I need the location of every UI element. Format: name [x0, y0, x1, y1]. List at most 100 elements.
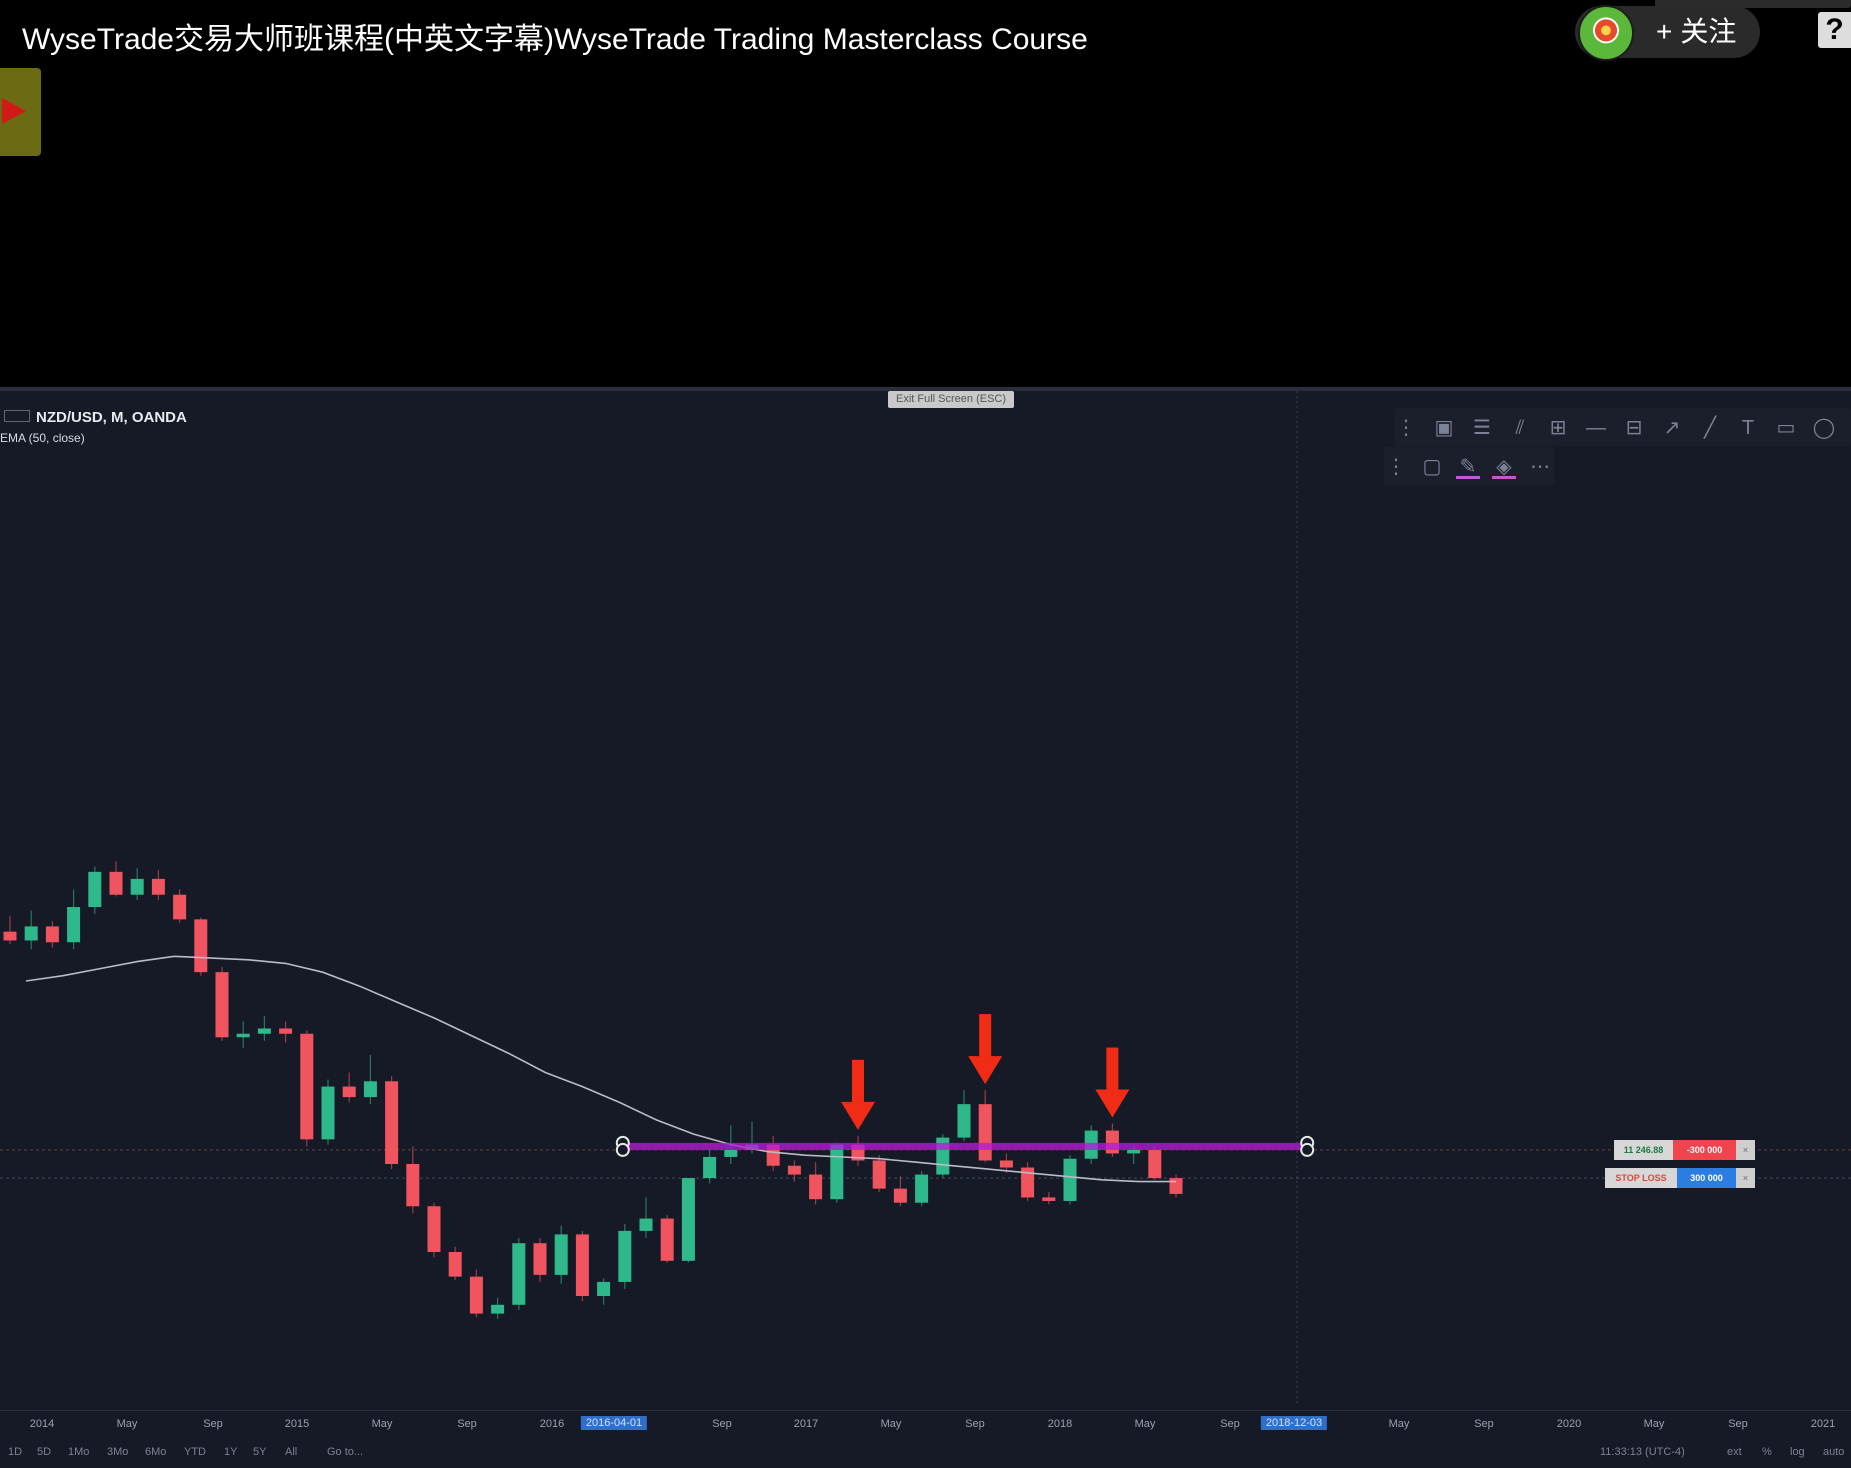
candle-body[interactable] [194, 919, 208, 973]
time-axis[interactable]: 2014 May Sep 2015 May Sep 2016 2016-04-01 Sep 201… [0, 1410, 1851, 1438]
candle-body[interactable] [109, 871, 123, 895]
candle-body[interactable] [766, 1144, 780, 1166]
play-tab[interactable] [0, 68, 41, 156]
candle-body[interactable] [618, 1230, 632, 1282]
candle-body[interactable] [257, 1028, 271, 1034]
stop-qty-tag[interactable]: 300 000 [1677, 1168, 1736, 1189]
range-button[interactable]: 1Y [224, 1446, 238, 1458]
stop-close-icon[interactable]: × [1736, 1168, 1755, 1189]
candle-body[interactable] [787, 1165, 801, 1175]
candle-body[interactable] [1042, 1197, 1056, 1201]
ellipse-icon[interactable]: ◯ [1812, 417, 1836, 439]
candle-body[interactable] [448, 1252, 462, 1277]
callout-icon[interactable]: ▭ [1776, 417, 1796, 439]
candle-body[interactable] [151, 878, 165, 895]
zone-resize-handle[interactable] [615, 1142, 630, 1157]
zone-resize-handle[interactable] [1300, 1142, 1315, 1157]
parallel-lines-icon[interactable]: ☰ [1473, 417, 1491, 439]
chart-frame[interactable]: NZD/USD, M, OANDA EMA (50, close) Exit F… [0, 387, 1851, 1468]
border-style-icon[interactable]: ▢ [1422, 456, 1442, 478]
range-button[interactable]: 5D [37, 1446, 52, 1458]
candle-body[interactable] [342, 1086, 356, 1098]
candle-body[interactable] [893, 1188, 907, 1203]
candle-body[interactable] [1063, 1158, 1077, 1201]
log-scale-toggle[interactable]: log [1790, 1446, 1805, 1458]
exit-fullscreen-button[interactable]: Exit Full Screen (ESC) [888, 391, 1014, 408]
candle-body[interactable] [809, 1174, 823, 1200]
fib-fan-icon[interactable]: ⫽ [1515, 417, 1525, 439]
candlestick-chart[interactable] [0, 391, 1851, 1468]
candle-body[interactable] [173, 894, 187, 920]
stop-loss-tag[interactable]: STOP LOSS [1605, 1168, 1677, 1189]
fill-color-icon[interactable]: ◈ [1492, 455, 1516, 479]
candle-body[interactable] [830, 1144, 844, 1200]
candle-body[interactable] [999, 1160, 1013, 1168]
candle-body[interactable] [575, 1234, 589, 1296]
candle-body[interactable] [1021, 1167, 1035, 1198]
symbol-label[interactable]: NZD/USD, M, OANDA [36, 409, 187, 426]
range-button[interactable]: 5Y [253, 1446, 267, 1458]
text-icon[interactable]: T [1741, 417, 1755, 439]
candle-body[interactable] [363, 1081, 377, 1098]
horizontal-line-icon[interactable]: — [1586, 417, 1606, 439]
panel-toggle-icon[interactable] [4, 410, 30, 422]
candle-body[interactable] [681, 1178, 695, 1261]
pencil-color-icon[interactable]: ✎ [1456, 455, 1480, 479]
goto-date-button[interactable]: Go to... [327, 1446, 364, 1458]
candle-body[interactable] [639, 1218, 653, 1231]
candle-body[interactable] [1148, 1149, 1162, 1179]
candle-body[interactable] [130, 878, 144, 895]
ray-icon[interactable]: ↗ [1663, 417, 1681, 439]
candle-body[interactable] [915, 1174, 929, 1203]
range-button[interactable]: 6Mo [145, 1446, 167, 1458]
auto-scale-toggle[interactable]: auto [1823, 1446, 1845, 1458]
candle-body[interactable] [660, 1218, 674, 1261]
resistance-zone[interactable] [622, 1142, 1308, 1150]
candle-body[interactable] [554, 1234, 568, 1275]
indicator-label[interactable]: EMA (50, close) [0, 431, 85, 445]
follow-button[interactable]: + 关注 [1656, 12, 1736, 52]
top-scrollbar[interactable] [1655, 0, 1851, 8]
candle-body[interactable] [427, 1206, 441, 1252]
candle-body[interactable] [1127, 1149, 1141, 1154]
candle-body[interactable] [3, 931, 17, 941]
range-button[interactable]: 1D [8, 1446, 23, 1458]
ext-hours-toggle[interactable]: ext [1727, 1446, 1742, 1458]
candle-body[interactable] [724, 1149, 738, 1157]
candle-body[interactable] [300, 1033, 314, 1140]
trend-line-icon[interactable]: ╱ [1703, 417, 1717, 439]
candle-body[interactable] [597, 1281, 611, 1296]
drag-handle-icon[interactable]: ⋮ [1386, 456, 1406, 478]
range-button[interactable]: 3Mo [107, 1446, 129, 1458]
drag-handle-icon[interactable]: ⋮ [1396, 417, 1416, 439]
candle-body[interactable] [1169, 1178, 1183, 1194]
line-style-icon[interactable]: ⋯ [1530, 456, 1550, 478]
candle-body[interactable] [236, 1033, 250, 1038]
order-price-tag[interactable]: 11 246.88 [1614, 1139, 1673, 1160]
candle-body[interactable] [533, 1243, 547, 1275]
candle-body[interactable] [215, 972, 229, 1038]
range-button[interactable]: YTD [184, 1446, 206, 1458]
measure-icon[interactable]: ⊟ [1625, 417, 1643, 439]
range-button[interactable]: 1Mo [68, 1446, 90, 1458]
candle-body[interactable] [703, 1156, 717, 1179]
order-close-icon[interactable]: × [1736, 1139, 1755, 1160]
percent-scale-toggle[interactable]: % [1762, 1446, 1772, 1458]
feedback-icon[interactable]: ? [1818, 12, 1851, 48]
candle-body[interactable] [88, 871, 102, 908]
candle-body[interactable] [978, 1104, 992, 1161]
candle-body[interactable] [385, 1081, 399, 1164]
candle-body[interactable] [1105, 1130, 1119, 1154]
candle-body[interactable] [279, 1028, 293, 1034]
candle-body[interactable] [872, 1160, 886, 1189]
candle-body[interactable] [321, 1086, 335, 1140]
candle-body[interactable] [957, 1104, 971, 1138]
fib-retracement-icon[interactable]: ⊞ [1549, 417, 1567, 439]
candle-body[interactable] [406, 1164, 420, 1207]
candle-body[interactable] [45, 926, 59, 943]
order-qty-tag[interactable]: -300 000 [1673, 1139, 1736, 1160]
channel-avatar[interactable] [1578, 5, 1634, 61]
candle-body[interactable] [469, 1276, 483, 1314]
rectangle-select-icon[interactable]: ▣ [1434, 417, 1454, 439]
candle-body[interactable] [491, 1304, 505, 1314]
